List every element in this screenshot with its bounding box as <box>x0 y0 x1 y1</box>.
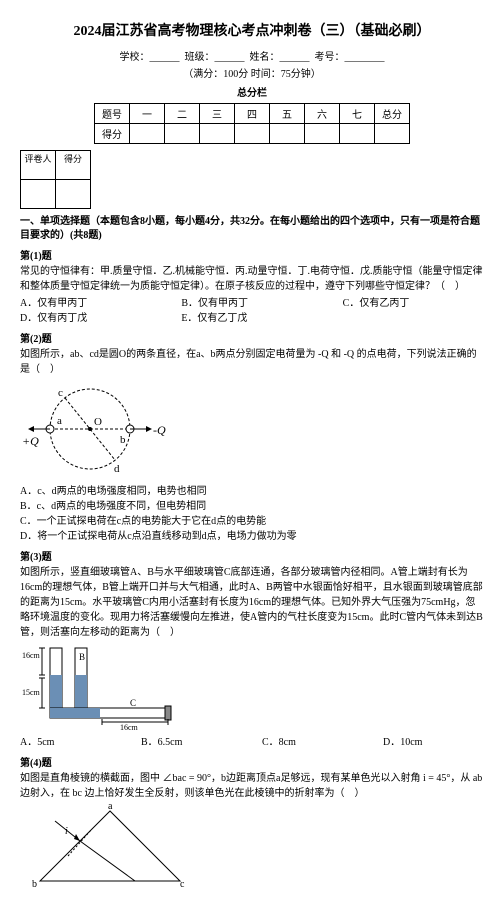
q4-label-b: b <box>32 879 37 890</box>
exam-title: 2024届江苏省高考物理核心考点冲刺卷（三）（基础必刷） <box>20 20 484 40</box>
q2-figure: a b c d O +Q -Q <box>20 377 190 482</box>
q2-text: 如图所示，ab、cd是圆O的两条直径，在a、b两点分别固定电荷量为 -Q 和 -… <box>20 347 484 377</box>
meta-line-2: （满分：100分 时间：75分钟） <box>20 65 484 80</box>
q3-opt-d: D．10cm <box>383 735 484 750</box>
th-2: 二 <box>165 104 200 124</box>
question-1: 第(1)题 常见的守恒律有：甲.质量守恒．乙.机械能守恒．丙.动量守恒．丁.电荷… <box>20 249 484 326</box>
q3-label-b: B <box>79 652 85 662</box>
q4-text: 如图是直角棱镜的横截面，图中 ∠bac = 90°，b边距离顶点a足够远，现有某… <box>20 771 484 801</box>
q2-label-b: b <box>120 434 126 446</box>
q2-label-o: O <box>94 416 102 428</box>
q1-opt-e: E．仅有乙丁戊 <box>181 311 322 326</box>
q2-opt-d: D．将一个正试探电荷从c点沿直线移动到d点，电场力做功为零 <box>20 529 484 544</box>
q3-opt-b: B．6.5cm <box>141 735 242 750</box>
th-6: 六 <box>305 104 340 124</box>
q3-opt-c: C．8cm <box>262 735 363 750</box>
q1-opt-b: B．仅有甲丙丁 <box>181 296 322 311</box>
score-table: 题号 一 二 三 四 五 六 七 总分 得分 <box>94 103 410 144</box>
th-3: 三 <box>200 104 235 124</box>
q1-opt-c: C．仅有乙丙丁 <box>343 296 484 311</box>
th-num: 题号 <box>95 104 130 124</box>
q2-label-d: d <box>114 463 120 475</box>
q4-label-a: a <box>108 801 113 812</box>
q3-figure: A B C 16cm 15cm 16cm <box>20 640 200 735</box>
q3-dim-bottom: 16cm <box>120 723 139 732</box>
question-4: 第(4)题 如图是直角棱镜的横截面，图中 ∠bac = 90°，b边距离顶点a足… <box>20 756 484 891</box>
q3-dim-side: 15cm <box>22 688 41 697</box>
q1-num: 第(1)题 <box>20 249 484 264</box>
th-7: 七 <box>340 104 375 124</box>
th-4: 四 <box>235 104 270 124</box>
meta-line-1: 学校：______ 班级：______ 姓名：______ 考号：_______… <box>20 48 484 63</box>
q1-opt-a: A．仅有甲丙丁 <box>20 296 161 311</box>
q2-label-left: +Q <box>22 434 39 448</box>
q2-opt-b: B．c、d两点的电场强度不同，但电势相同 <box>20 499 484 514</box>
q3-opt-a: A．5cm <box>20 735 121 750</box>
q2-label-right: -Q <box>153 423 166 437</box>
q2-opt-c: C．一个正试探电荷在c点的电势能大于它在d点的电势能 <box>20 514 484 529</box>
grader-h2: 得分 <box>56 151 91 180</box>
q1-opt-d: D．仅有丙丁戊 <box>20 311 161 326</box>
school-label: 学校： <box>120 52 150 63</box>
section-1-head: 一、单项选择题（本题包含8小题，每小题4分，共32分。在每小题给出的四个选项中，… <box>20 215 484 243</box>
class-label: 班级： <box>185 52 215 63</box>
q4-label-c: c <box>180 879 185 890</box>
id-label: 考号： <box>315 52 345 63</box>
question-3: 第(3)题 如图所示，竖直细玻璃管A、B与水平细玻璃管C底部连通，各部分玻璃管内… <box>20 550 484 750</box>
q3-dim-top: 16cm <box>22 651 41 660</box>
grader-table: 评卷人 得分 <box>20 150 91 209</box>
row-score-label: 得分 <box>95 124 130 144</box>
score-caption: 总分栏 <box>20 84 484 99</box>
th-total: 总分 <box>375 104 410 124</box>
name-label: 姓名： <box>250 52 280 63</box>
q2-opt-a: A．c、d两点的电场强度相同，电势也相同 <box>20 484 484 499</box>
q3-label-c: C <box>130 698 136 708</box>
grader-h1: 评卷人 <box>21 151 56 180</box>
q3-label-a: A <box>54 652 61 662</box>
q4-figure: a b c i <box>20 801 200 891</box>
q2-label-c: c <box>58 387 63 399</box>
question-2: 第(2)题 如图所示，ab、cd是圆O的两条直径，在a、b两点分别固定电荷量为 … <box>20 332 484 544</box>
q3-num: 第(3)题 <box>20 550 484 565</box>
q2-label-a: a <box>57 415 62 427</box>
th-5: 五 <box>270 104 305 124</box>
q1-text: 常见的守恒律有：甲.质量守恒．乙.机械能守恒．丙.动量守恒．丁.电荷守恒．戊.质… <box>20 264 484 294</box>
th-1: 一 <box>130 104 165 124</box>
q4-label-i: i <box>65 826 68 837</box>
q3-text: 如图所示，竖直细玻璃管A、B与水平细玻璃管C底部连通，各部分玻璃管内径相同。A管… <box>20 565 484 640</box>
q2-num: 第(2)题 <box>20 332 484 347</box>
q4-num: 第(4)题 <box>20 756 484 771</box>
